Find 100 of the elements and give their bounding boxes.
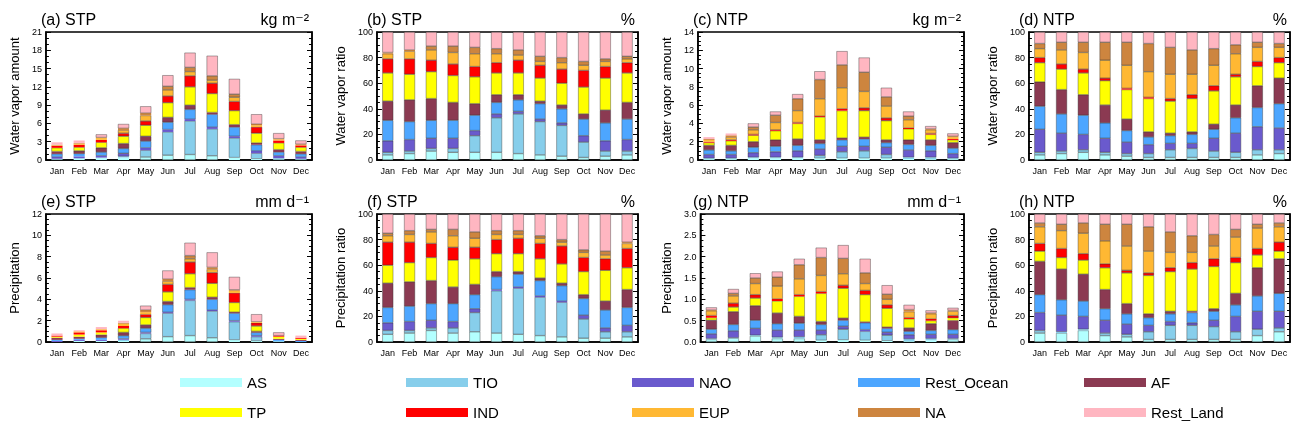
x-tick-label: May [1118,165,1136,176]
chart-title: (b) STP [367,10,423,28]
x-tick-label: Oct [249,347,265,358]
x-tick-label: Jan [1032,347,1048,358]
y-tick-label: 20 [362,129,373,140]
x-tick-label: Jul [512,165,525,176]
x-tick-label: Mar [1075,347,1092,358]
x-tick-label: Dec [1271,347,1288,358]
y-tick-label: 0.0 [683,337,697,347]
legend-label: Rest_Land [1151,404,1224,421]
x-tick-label: Sep [553,347,570,358]
x-tick-label: May [137,347,155,358]
x-tick-label: Apr [770,347,785,358]
x-tick-label: Apr [446,347,461,358]
y-tick-label: 10 [31,230,42,241]
x-tick-label: Jul [512,347,525,358]
x-tick-label: Nov [923,347,940,358]
legend-label: TIO [473,374,498,391]
x-tick-label: Dec [945,347,962,358]
y-tick-label: 2.5 [683,230,697,241]
x-tick-label: Aug [532,347,549,358]
chart-title: (f) STP [367,192,418,210]
x-tick-label: Jul [1164,347,1177,358]
y-axis-title: Water vapor amount [659,36,674,155]
x-tick-label: Jun [1141,347,1156,358]
chart-subtitle: % [620,192,636,210]
x-tick-label: Feb [401,347,418,358]
x-tick-label: Dec [292,165,310,176]
chart-subtitle: % [620,10,636,28]
x-tick-label: Oct [576,347,592,358]
legend-label: AS [247,374,268,391]
y-tick-label: 0 [367,155,373,165]
y-tick-label: 40 [1014,103,1025,114]
x-tick-label: Sep [226,347,243,358]
y-tick-label: 9 [36,100,42,111]
x-tick-label: Jun [489,347,504,358]
x-tick-label: Apr [116,165,131,176]
x-tick-label: May [790,347,809,358]
x-tick-label: Jan [380,165,396,176]
y-tick-label: 2 [36,315,42,326]
y-tick-label: 4 [36,294,42,305]
x-tick-label: May [466,347,484,358]
legend-label: Rest_Ocean [925,374,1009,391]
chart-subtitle: % [1272,192,1288,210]
x-tick-label: Mar [423,347,440,358]
y-tick-label: 100 [357,209,373,219]
y-tick-label: 80 [1014,52,1025,63]
legend-label: TP [247,404,267,421]
x-tick-label: Jan [704,347,719,358]
x-tick-label: Feb [1053,347,1070,358]
x-tick-label: Jul [184,347,196,358]
x-tick-label: Jun [489,165,504,176]
x-tick-label: Sep [1205,347,1222,358]
y-axis-title: Precipitation ratio [985,227,1000,329]
x-tick-label: Apr [768,165,783,176]
x-tick-label: Aug [204,347,221,358]
x-tick-label: Dec [944,165,962,176]
y-axis-title: Water vapor amount [7,36,22,155]
y-tick-label: 80 [1014,234,1025,245]
y-axis-title: Water vapor ratio [985,46,1000,146]
x-tick-label: Mar [747,347,764,358]
x-tick-label: Dec [619,347,636,358]
x-tick-label: Oct [1228,347,1244,358]
x-tick-label: Mar [1075,165,1092,176]
x-tick-label: Jun [1141,165,1156,176]
x-tick-label: Sep [226,165,243,176]
x-tick-label: Jun [160,165,176,176]
x-tick-label: Aug [532,165,549,176]
x-tick-label: May [1118,347,1136,358]
y-tick-label: 1.0 [683,294,697,305]
x-tick-label: Jul [1164,165,1177,176]
x-tick-label: Apr [116,347,131,358]
chart-subtitle: kg m⁻² [260,10,310,28]
x-tick-label: Aug [856,165,873,176]
y-tick-label: 20 [1014,129,1025,140]
x-tick-label: Nov [597,165,614,176]
y-tick-label: 100 [1009,209,1025,219]
y-tick-label: 40 [1014,285,1025,296]
y-tick-label: 60 [1014,260,1025,271]
chart-title: (g) NTP [693,192,749,210]
x-tick-label: Sep [879,347,896,358]
y-tick-label: 12 [31,81,42,92]
x-tick-label: Sep [553,165,570,176]
y-tick-label: 100 [357,27,373,37]
y-tick-label: 15 [31,63,42,74]
x-tick-label: Oct [576,165,592,176]
x-tick-label: Nov [597,347,614,358]
y-tick-label: 60 [362,260,373,271]
x-tick-label: Feb [723,165,739,176]
y-tick-label: 12 [31,209,42,219]
x-tick-label: Jan [1032,165,1048,176]
x-tick-label: Nov [1249,165,1266,176]
x-tick-label: Mar [93,347,110,358]
x-tick-label: Jan [380,347,396,358]
x-tick-label: Jun [160,347,176,358]
x-tick-label: Mar [423,165,440,176]
y-tick-label: 0 [367,337,373,347]
x-tick-label: Nov [270,165,288,176]
y-tick-label: 3 [36,136,42,147]
y-tick-label: 0 [1019,155,1025,165]
